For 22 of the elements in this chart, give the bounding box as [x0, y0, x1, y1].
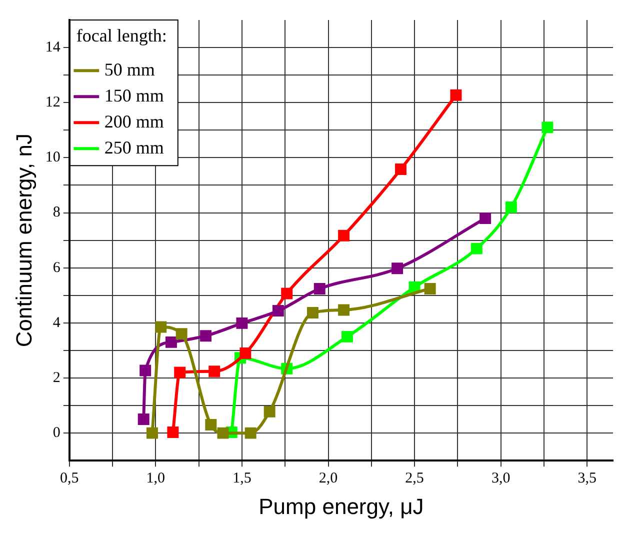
- x-tick-label: 1,5: [232, 470, 252, 487]
- legend-label: 150 mm: [104, 85, 164, 106]
- x-tick-label: 3,5: [578, 470, 596, 487]
- legend-label: 50 mm: [104, 59, 155, 80]
- y-tick-label: 12: [45, 94, 60, 111]
- y-tick-label: 2: [52, 370, 60, 386]
- y-tick-label: 4: [52, 314, 61, 331]
- x-tick-label: 2,5: [405, 470, 424, 487]
- y-tick-label: 0: [52, 425, 60, 441]
- legend-title: focal length:: [76, 26, 167, 46]
- x-tick-label: 3,0: [491, 470, 510, 487]
- x-tick-label: 0,5: [60, 470, 79, 487]
- y-tick-label: 8: [52, 204, 60, 221]
- y-tick-label: 6: [52, 260, 61, 276]
- x-tick-label: 1,0: [146, 470, 166, 487]
- legend-label: 250 mm: [104, 137, 164, 158]
- x-axis-title: Pump energy, μJ: [258, 494, 424, 519]
- y-tick-label: 10: [45, 150, 60, 166]
- y-axis-title: Continuum energy, nJ: [11, 133, 36, 348]
- legend-label: 200 mm: [104, 111, 164, 132]
- x-tick-label: 2,0: [318, 470, 338, 487]
- y-tick-label: 14: [45, 39, 61, 56]
